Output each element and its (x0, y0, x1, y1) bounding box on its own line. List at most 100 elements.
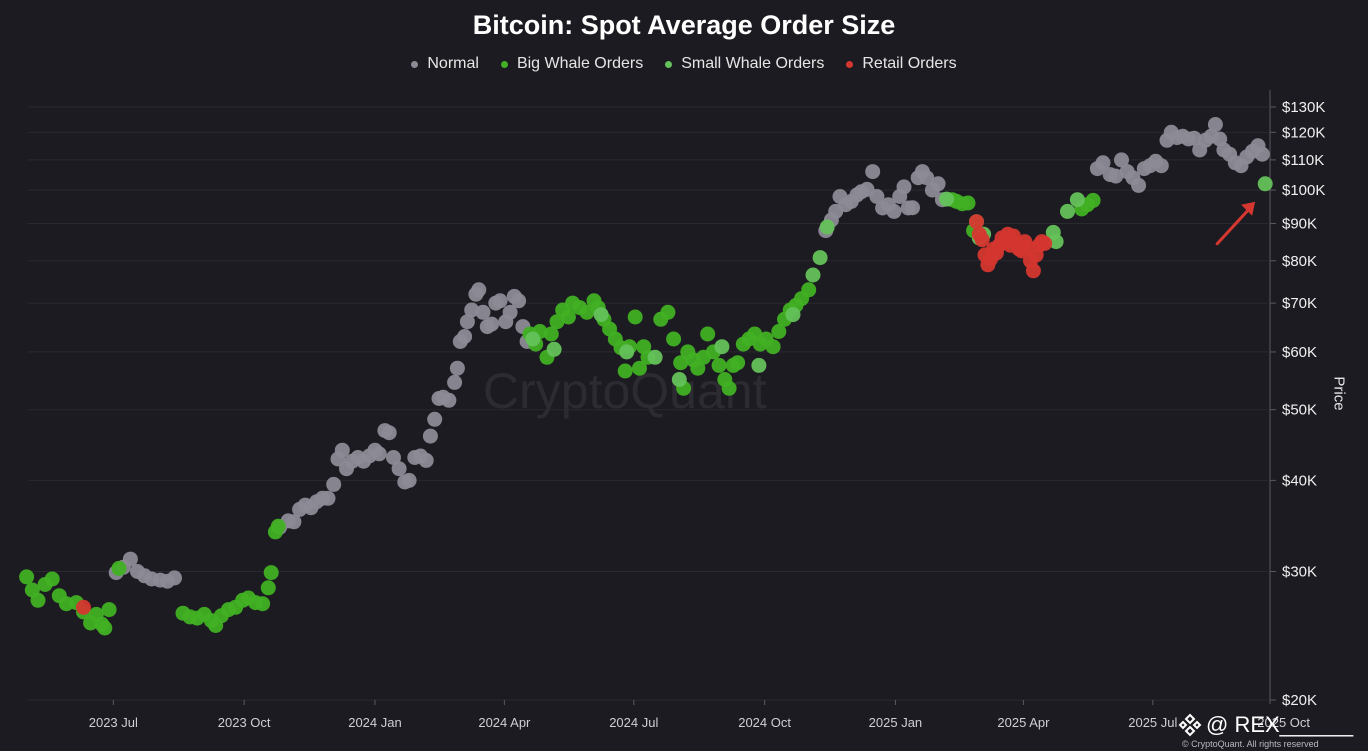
point-small-whale (785, 307, 801, 323)
point-normal (511, 293, 527, 309)
y-tick-label: $110K (1282, 152, 1324, 169)
point-small-whale (525, 331, 541, 347)
legend-label-small-whale: Small Whale Orders (681, 55, 825, 72)
point-normal (320, 490, 336, 506)
point-small-whale (939, 191, 955, 207)
point-big-whale (960, 195, 976, 211)
point-small-whale (647, 349, 663, 365)
point-normal (1186, 130, 1202, 146)
legend-dot-retail (846, 60, 854, 68)
credit-handle-text: @ REX______ (1206, 712, 1354, 737)
x-tick-label: 2025 Jan (869, 715, 923, 730)
point-normal (386, 450, 401, 465)
point-normal (1108, 168, 1124, 184)
point-normal (869, 189, 885, 204)
annotation-arrow-head (1241, 201, 1256, 216)
point-normal (896, 179, 912, 195)
x-tick-label: 2024 Jul (609, 715, 658, 730)
y-tick-label: $80K (1282, 253, 1317, 270)
point-big-whale (771, 324, 787, 339)
point-normal (381, 425, 397, 441)
legend-dot-small-whale (665, 60, 673, 68)
point-normal (471, 282, 487, 298)
legend-item-small-whale[interactable]: Small Whale Orders (665, 55, 824, 73)
x-tick-label: 2024 Oct (738, 715, 791, 730)
point-small-whale (593, 307, 609, 323)
point-big-whale (260, 580, 276, 596)
point-big-whale (765, 339, 781, 355)
point-small-whale (671, 372, 687, 387)
point-normal (1207, 117, 1223, 132)
point-normal (422, 428, 438, 444)
point-big-whale (579, 304, 595, 320)
x-tick-label: 2024 Jan (348, 715, 402, 730)
point-big-whale (111, 560, 127, 576)
legend-label-normal: Normal (427, 55, 479, 72)
point-retail (1037, 235, 1053, 251)
x-tick-label: 2025 Jul (1128, 715, 1177, 730)
point-big-whale (270, 518, 286, 534)
y-tick-label: $50K (1282, 402, 1317, 419)
legend-item-big-whale[interactable]: Big Whale Orders (500, 55, 643, 73)
y-tick-label: $20K (1282, 692, 1317, 709)
y-tick-label: $130K (1282, 99, 1325, 116)
point-normal (484, 316, 500, 332)
scatter-points (19, 117, 1273, 636)
point-small-whale (619, 344, 635, 360)
point-normal (865, 164, 881, 180)
point-normal (401, 472, 417, 488)
point-small-whale (1048, 234, 1064, 250)
point-big-whale (730, 355, 746, 371)
point-small-whale (546, 341, 562, 357)
point-big-whale (666, 331, 682, 347)
point-normal (475, 304, 491, 320)
point-normal (1114, 152, 1129, 168)
point-normal (418, 452, 434, 468)
point-normal (886, 203, 902, 219)
point-small-whale (819, 219, 835, 235)
point-normal (441, 392, 457, 408)
point-big-whale (560, 309, 576, 325)
point-normal (1095, 155, 1111, 171)
point-normal (1131, 177, 1147, 193)
y-tick-label: $70K (1282, 295, 1317, 312)
point-big-whale (627, 309, 643, 325)
point-small-whale (1060, 203, 1075, 219)
point-normal (334, 442, 350, 458)
point-small-whale (1257, 176, 1273, 192)
x-axis: 2023 Jul 2023 Oct 2024 Jan 2024 Apr 2024 Jul… (89, 700, 1310, 730)
point-big-whale (700, 326, 716, 342)
point-big-whale (30, 592, 46, 608)
diamond-logo-icon (1178, 713, 1202, 737)
point-big-whale (673, 355, 689, 371)
x-tick-label: 2025 Apr (997, 715, 1050, 730)
y-tick-label: $40K (1282, 472, 1317, 489)
point-normal (502, 304, 518, 320)
point-retail (1025, 263, 1041, 279)
legend-item-normal[interactable]: Normal (411, 55, 479, 73)
x-tick-label: 2023 Jul (89, 715, 138, 730)
point-big-whale (97, 620, 113, 636)
point-normal (1254, 146, 1270, 162)
point-normal (905, 200, 920, 216)
y-tick-label: $60K (1282, 344, 1317, 361)
point-big-whale (263, 565, 279, 581)
legend-label-retail: Retail Orders (862, 55, 957, 72)
y-tick-label: $90K (1282, 215, 1317, 232)
x-tick-label: 2023 Oct (218, 715, 271, 730)
point-big-whale (1085, 192, 1101, 208)
point-normal (391, 461, 407, 477)
annotation-layer (1215, 201, 1256, 246)
point-small-whale (751, 357, 767, 373)
point-small-whale (714, 339, 730, 355)
point-normal (427, 411, 443, 427)
y-tick-label: $120K (1282, 124, 1325, 141)
credit-handle: @ REX______ (1178, 712, 1353, 738)
point-normal (457, 329, 473, 344)
chart-title: Bitcoin: Spot Average Order Size (472, 10, 896, 40)
point-big-whale (543, 326, 559, 342)
copyright-notice: © CryptoQuant. All rights reserved (1182, 739, 1319, 749)
legend-item-retail[interactable]: Retail Orders (846, 55, 957, 73)
point-big-whale (44, 571, 60, 587)
point-big-whale (19, 569, 35, 585)
